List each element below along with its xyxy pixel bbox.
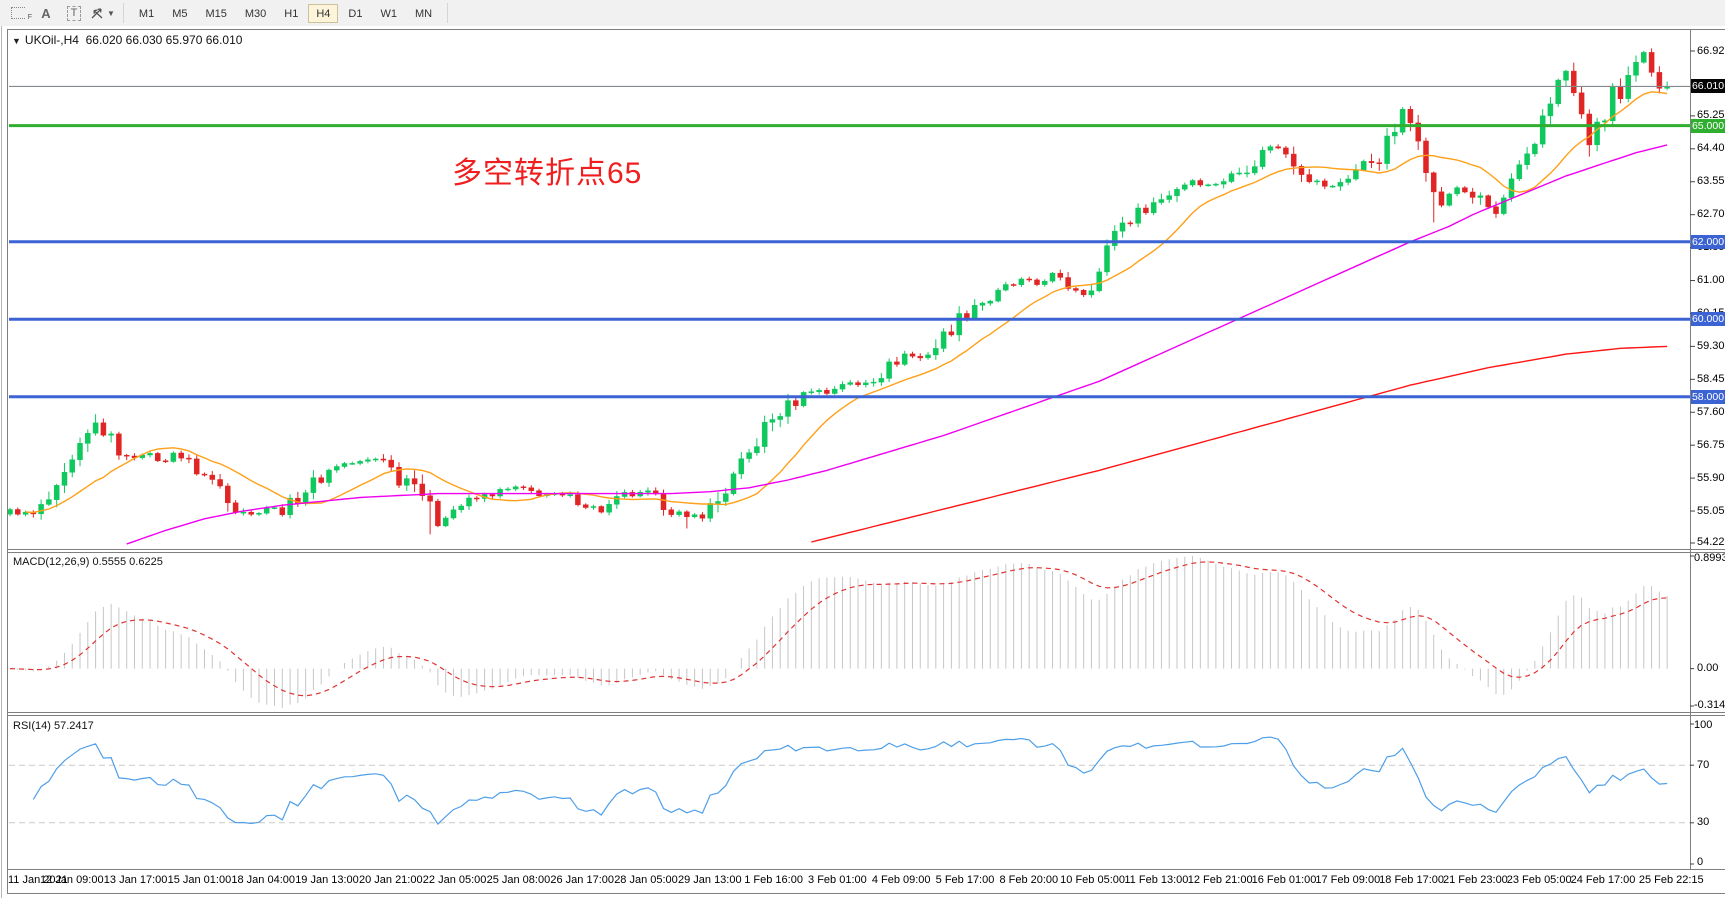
letter-t-icon: T <box>66 5 82 21</box>
time-axis-label: 19 Jan 13:00 <box>295 874 359 886</box>
time-axis-label: 11 Feb 13:00 <box>1124 874 1189 886</box>
text-tool-button[interactable]: A <box>34 3 58 23</box>
macd-indicator-label: MACD(12,26,9) 0.5555 0.6225 <box>13 556 163 568</box>
time-axis-label: 10 Feb 05:00 <box>1060 874 1126 886</box>
letter-a-icon: A <box>41 5 51 21</box>
time-axis-label: 12 Feb 21:00 <box>1187 874 1253 886</box>
time-axis-label: 29 Jan 13:00 <box>677 874 742 886</box>
timeframe-button-m30[interactable]: M30 <box>244 7 267 20</box>
price-level-badge: 58.000 <box>1691 389 1725 404</box>
time-axis-label: 20 Jan 21:00 <box>358 874 423 886</box>
timeframe-button-h1[interactable]: H1 <box>284 7 299 20</box>
ohlc-values: 66.020 66.030 65.970 66.010 <box>85 33 243 47</box>
rsi-axis-label: 100 <box>1694 719 1713 731</box>
time-axis-label: 12 Jan 09:00 <box>39 874 104 886</box>
time-axis-label: 3 Feb 01:00 <box>808 874 867 886</box>
time-axis-label: 4 Feb 09:00 <box>871 874 931 886</box>
price-axis-label: 64.400 <box>1697 142 1725 155</box>
rsi-axis-label: 30 <box>1697 816 1710 829</box>
chart-annotation-text[interactable]: 多空转折点65 <box>452 157 643 190</box>
time-axis-label: 17 Feb 09:00 <box>1315 874 1381 886</box>
time-axis-label: 28 Jan 05:00 <box>614 874 678 886</box>
symbol-name: UKOil-,H4 <box>24 33 79 47</box>
price-axis-label: 56.750 <box>1697 438 1725 451</box>
time-axis-label: 18 Feb 17:00 <box>1379 874 1445 886</box>
price-axis-label: 58.450 <box>1697 372 1725 385</box>
macd-axis-label: 0.8993 <box>1694 552 1725 564</box>
diagonal-arrows-icon <box>91 7 103 18</box>
time-axis-label: 21 Feb 23:00 <box>1442 874 1508 886</box>
time-axis-label: 22 Jan 05:00 <box>422 874 487 886</box>
grid-snap-tool-button[interactable]: F <box>6 3 32 23</box>
price-axis-label: 62.700 <box>1697 208 1725 221</box>
chart-symbol-title: ▼ UKOil-,H4 66.020 66.030 65.970 66.010 <box>12 33 242 47</box>
price-axis-label: 54.225 <box>1697 536 1725 549</box>
price-axis-label: 57.600 <box>1697 405 1725 418</box>
timeframe-button-m15[interactable]: M15 <box>205 7 227 20</box>
collapse-triangle-icon[interactable]: ▼ <box>12 36 21 46</box>
arrows-tool-button[interactable]: ▼ <box>90 3 115 23</box>
dropdown-caret-icon: ▼ <box>107 8 115 18</box>
price-axis-label: 55.900 <box>1697 471 1725 484</box>
price-axis-label: 55.050 <box>1697 504 1725 517</box>
timeframe-button-m5[interactable]: M5 <box>172 7 188 20</box>
time-axis-label: 8 Feb 20:00 <box>999 874 1059 886</box>
time-axis-label: 18 Jan 04:00 <box>231 874 295 886</box>
timeframe-button-d1[interactable]: D1 <box>348 7 363 20</box>
toolbar-separator <box>447 3 449 23</box>
toolbar-separator <box>122 3 124 23</box>
timeframe-button-m1[interactable]: M1 <box>138 7 155 20</box>
rsi-axis-label: 70 <box>1697 758 1710 771</box>
rsi-axis-label: 0 <box>1697 856 1704 868</box>
price-axis-label: 59.300 <box>1697 339 1725 352</box>
time-axis-label: 25 Feb 22:15 <box>1638 874 1704 886</box>
time-axis-label: 11 Jan 2021 <box>8 874 68 886</box>
time-axis-label: 15 Jan 01:00 <box>167 874 232 886</box>
grid-icon: F <box>11 7 32 21</box>
current-price-badge: 66.010 <box>1691 79 1725 94</box>
price-axis-label: 61.000 <box>1697 274 1725 287</box>
macd-axis-label: 0.00 <box>1697 662 1719 675</box>
text-label-tool-button[interactable]: T <box>62 3 86 23</box>
timeframe-button-h4[interactable]: H4 <box>308 3 339 23</box>
macd-axis-label: -0.3143 <box>1694 699 1725 711</box>
timeframe-button-mn[interactable]: MN <box>414 7 433 20</box>
time-axis-label: 25 Jan 08:00 <box>486 874 551 886</box>
time-axis-label: 13 Jan 17:00 <box>103 874 168 886</box>
timeframe-button-w1[interactable]: W1 <box>380 7 397 20</box>
time-axis-label: 16 Feb 01:00 <box>1251 874 1317 886</box>
price-axis-label: 66.925 <box>1697 44 1725 57</box>
price-axis-label: 63.550 <box>1697 175 1725 188</box>
rsi-indicator-label: RSI(14) 57.2417 <box>13 720 94 732</box>
price-level-badge: 65.000 <box>1691 118 1725 133</box>
time-axis-label: 5 Feb 17:00 <box>935 874 995 886</box>
toolbar: F A T ▼ M1 M5 M15 M30 H1 H4 D1 W1 MN <box>0 0 1725 26</box>
time-axis-label: 1 Feb 16:00 <box>744 874 803 886</box>
price-level-badge: 62.000 <box>1691 234 1725 249</box>
time-axis-label: 24 Feb 17:00 <box>1570 874 1636 886</box>
time-axis-label: 23 Feb 05:00 <box>1506 874 1572 886</box>
timeframe-button-group: M1 M5 M15 M30 H1 H4 D1 W1 MN <box>130 3 441 23</box>
time-axis-label: 26 Jan 17:00 <box>550 874 614 886</box>
price-level-badge: 60.000 <box>1691 312 1725 327</box>
price-axis-label: 65.250 <box>1697 109 1725 122</box>
